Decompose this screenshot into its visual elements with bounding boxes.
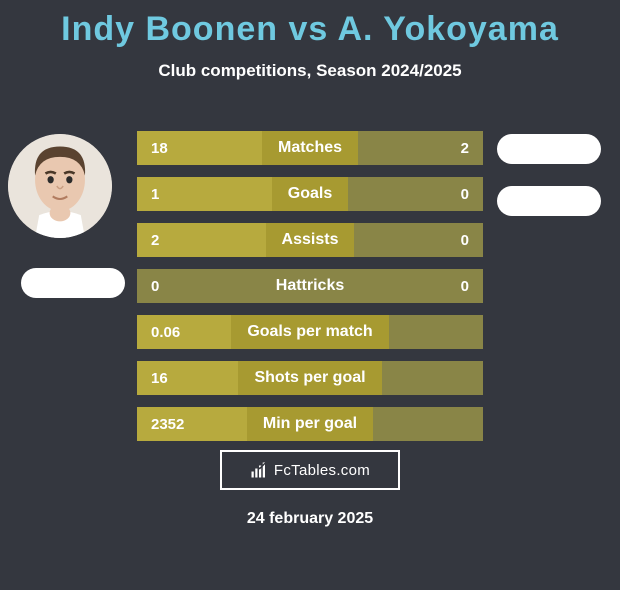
stat-left-value: 0.06 <box>137 315 195 349</box>
stat-left-bar <box>195 361 238 395</box>
stat-right-value: 0 <box>425 223 483 257</box>
chart-icon <box>250 461 268 479</box>
stats-table: 18 Matches 2 1 Goals 0 2 Assists 0 0 Hattricks 0 0.0… <box>137 131 483 453</box>
stat-left-value: 0 <box>137 269 195 303</box>
stat-left-value: 1 <box>137 177 195 211</box>
stat-right-bar <box>348 177 425 211</box>
stat-right-bar <box>382 361 425 395</box>
stat-row: 2 Assists 0 <box>137 223 483 257</box>
stat-left-bar <box>195 223 266 257</box>
stat-right-value: 0 <box>425 177 483 211</box>
stat-right-bar <box>373 407 425 441</box>
stat-left-bar <box>195 269 260 303</box>
player-right-flag <box>497 186 601 216</box>
branding-badge: FcTables.com <box>220 450 400 490</box>
stat-right-value <box>425 361 483 395</box>
stat-row: 0 Hattricks 0 <box>137 269 483 303</box>
stat-label: Matches <box>262 131 358 165</box>
stat-right-bar <box>389 315 425 349</box>
player-left-avatar <box>8 134 112 238</box>
stat-left-bar <box>195 315 231 349</box>
stat-right-bar <box>360 269 425 303</box>
stat-row: 0.06 Goals per match <box>137 315 483 349</box>
stat-right-value: 0 <box>425 269 483 303</box>
stat-label: Shots per goal <box>238 361 381 395</box>
stat-row: 16 Shots per goal <box>137 361 483 395</box>
stat-right-bar <box>358 131 425 165</box>
subtitle: Club competitions, Season 2024/2025 <box>0 61 620 81</box>
avatar-face-icon <box>8 134 112 238</box>
stat-left-value: 2352 <box>137 407 195 441</box>
stat-left-value: 16 <box>137 361 195 395</box>
player-left-flag <box>21 268 125 298</box>
stat-right-bar <box>354 223 425 257</box>
player-right-avatar <box>497 134 601 164</box>
stat-right-value <box>425 315 483 349</box>
stat-right-value <box>425 407 483 441</box>
date-text: 24 february 2025 <box>247 510 373 528</box>
stat-row: 18 Matches 2 <box>137 131 483 165</box>
stat-left-value: 18 <box>137 131 195 165</box>
stat-label: Goals per match <box>231 315 388 349</box>
stat-label: Min per goal <box>247 407 373 441</box>
page-title: Indy Boonen vs A. Yokoyama <box>0 10 620 49</box>
stat-label: Hattricks <box>260 269 360 303</box>
stat-left-bar <box>195 177 272 211</box>
stat-left-value: 2 <box>137 223 195 257</box>
stat-label: Goals <box>272 177 348 211</box>
branding-text: FcTables.com <box>274 462 370 479</box>
stat-label: Assists <box>266 223 355 257</box>
stat-right-value: 2 <box>425 131 483 165</box>
stat-row: 2352 Min per goal <box>137 407 483 441</box>
stat-left-bar <box>195 131 262 165</box>
stat-row: 1 Goals 0 <box>137 177 483 211</box>
stat-left-bar <box>195 407 247 441</box>
